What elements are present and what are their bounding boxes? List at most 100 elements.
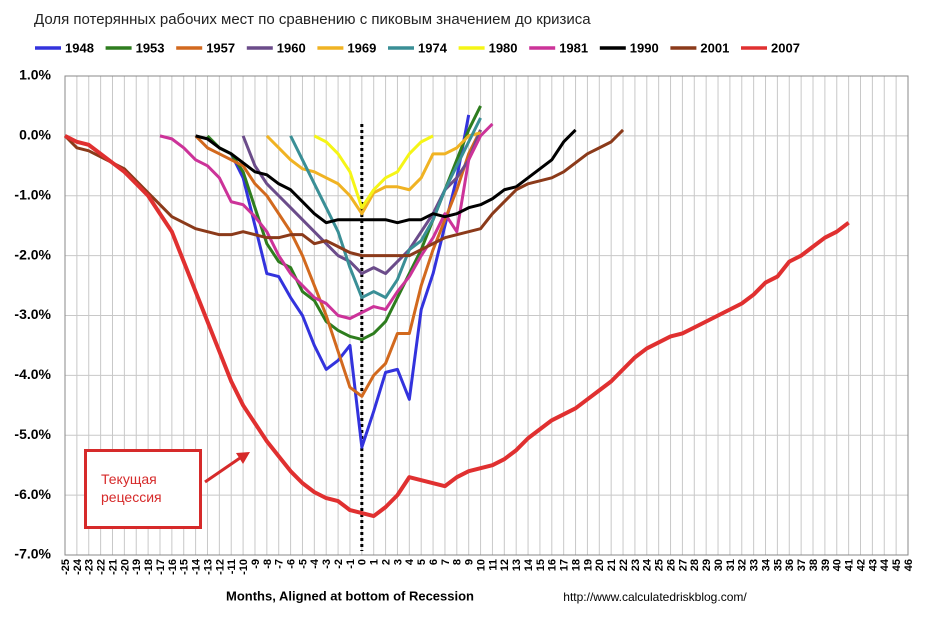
x-tick-label: 3 xyxy=(392,559,404,565)
x-tick-label: 34 xyxy=(760,558,772,571)
x-tick-label: 10 xyxy=(475,559,487,571)
x-tick-label: 43 xyxy=(867,559,879,571)
legend-label: 1981 xyxy=(559,40,588,55)
x-tick-label: -23 xyxy=(84,559,96,575)
legend-label: 1969 xyxy=(347,40,376,55)
x-tick-label: 38 xyxy=(808,559,820,571)
x-tick-label: 4 xyxy=(404,558,416,565)
y-tick-label: -1.0% xyxy=(14,186,51,202)
x-tick-label: -17 xyxy=(155,559,167,575)
series-line xyxy=(195,128,577,225)
x-tick-label: -12 xyxy=(214,559,226,575)
legend-label: 1948 xyxy=(65,40,94,55)
x-tick-label: -13 xyxy=(202,559,214,575)
x-tick-label: 33 xyxy=(749,559,761,571)
plot-frame xyxy=(64,75,909,556)
y-tick-label: -7.0% xyxy=(14,546,51,562)
x-tick-label: 42 xyxy=(855,559,867,571)
y-tick-label: -2.0% xyxy=(14,246,51,262)
series-line xyxy=(313,134,434,210)
x-tick-label: 17 xyxy=(559,559,571,571)
series-line xyxy=(229,114,471,449)
annotation-arrowhead xyxy=(236,452,250,464)
legend-label: 1980 xyxy=(489,40,518,55)
x-tick-label: 18 xyxy=(570,559,582,571)
x-tick-label: 8 xyxy=(452,559,464,565)
x-tick-label: 41 xyxy=(844,559,856,571)
y-tick-label: -3.0% xyxy=(14,306,51,322)
x-tick-label: 27 xyxy=(677,559,689,571)
series-line xyxy=(265,131,481,216)
x-tick-label: 40 xyxy=(832,559,844,571)
x-tick-label: -22 xyxy=(96,559,108,575)
x-tick-label: 7 xyxy=(440,559,452,565)
x-tick-label: -1 xyxy=(345,559,357,569)
x-tick-label: 12 xyxy=(499,559,511,571)
x-tick-label: 15 xyxy=(535,559,547,571)
annotation: Текущая рецессия xyxy=(84,449,202,529)
x-tick-label: 26 xyxy=(665,559,677,571)
x-tick-label: -18 xyxy=(143,559,155,575)
series-line xyxy=(194,129,482,398)
legend-label: 1953 xyxy=(136,40,165,55)
source: http://www.calculatedriskblog.com/ xyxy=(563,590,747,604)
legend-label: 2001 xyxy=(700,40,729,55)
x-tick-label: 46 xyxy=(903,559,915,571)
x-tick-label: 19 xyxy=(582,559,594,571)
x-tick-label: 22 xyxy=(618,559,630,571)
x-tick-label: 44 xyxy=(879,558,891,571)
x-tick-label: 24 xyxy=(642,558,654,571)
x-tick-label: -7 xyxy=(274,559,286,569)
x-tick-label: -19 xyxy=(131,559,143,575)
x-tick-label: 1 xyxy=(369,559,381,565)
x-tick-label: -3 xyxy=(321,559,333,569)
x-tick-label: 20 xyxy=(594,559,606,571)
x-tick-label: -8 xyxy=(262,559,274,569)
legend-label: 1990 xyxy=(630,40,659,55)
x-tick-label: 35 xyxy=(772,559,784,571)
legend-label: 1960 xyxy=(277,40,306,55)
x-tick-label: 29 xyxy=(701,559,713,571)
x-axis-label: Months, Aligned at bottom of Recession xyxy=(226,588,474,603)
x-tick-label: -2 xyxy=(333,559,345,569)
x-tick-label: 23 xyxy=(630,559,642,571)
x-tick-label: 9 xyxy=(464,559,476,565)
x-tick-label: 25 xyxy=(654,559,666,571)
x-tick-label: 30 xyxy=(713,559,725,571)
x-tick-label: -9 xyxy=(250,559,262,569)
x-tick-label: 28 xyxy=(689,559,701,571)
x-tick-label: 6 xyxy=(428,559,440,565)
x-tick-label: 39 xyxy=(820,559,832,571)
series-line xyxy=(63,128,625,258)
x-tick-label: -5 xyxy=(297,559,309,569)
x-tick-label: -24 xyxy=(72,558,84,575)
x-tick-label: -21 xyxy=(107,559,119,575)
x-tick-label: 31 xyxy=(725,559,737,571)
x-tick-label: 16 xyxy=(547,559,559,571)
legend-label: 1957 xyxy=(206,40,235,55)
x-tick-label: 0 xyxy=(357,559,369,565)
x-tick-label: 32 xyxy=(737,559,749,571)
x-tick-label: 45 xyxy=(891,559,903,571)
y-tick-label: -4.0% xyxy=(14,366,51,382)
series-line xyxy=(64,134,850,519)
legend-label: 1974 xyxy=(418,40,448,55)
series-line xyxy=(289,117,482,300)
x-tick-label: -20 xyxy=(119,559,131,575)
x-tick-label: -16 xyxy=(167,559,179,575)
y-tick-label: -5.0% xyxy=(14,426,51,442)
y-tick-label: 0.0% xyxy=(19,127,51,143)
x-tick-label: 11 xyxy=(487,559,499,571)
x-tick-label: -14 xyxy=(191,558,203,575)
x-tick-label: 2 xyxy=(380,559,392,565)
x-tick-label: -4 xyxy=(309,558,321,569)
x-tick-label: 13 xyxy=(511,559,523,571)
series-line xyxy=(159,122,494,320)
x-tick-label: -11 xyxy=(226,559,238,574)
y-tick-label: 1.0% xyxy=(19,67,51,83)
x-tick-label: -15 xyxy=(179,559,191,575)
x-tick-label: 5 xyxy=(416,559,428,565)
x-tick-label: 14 xyxy=(523,558,535,571)
